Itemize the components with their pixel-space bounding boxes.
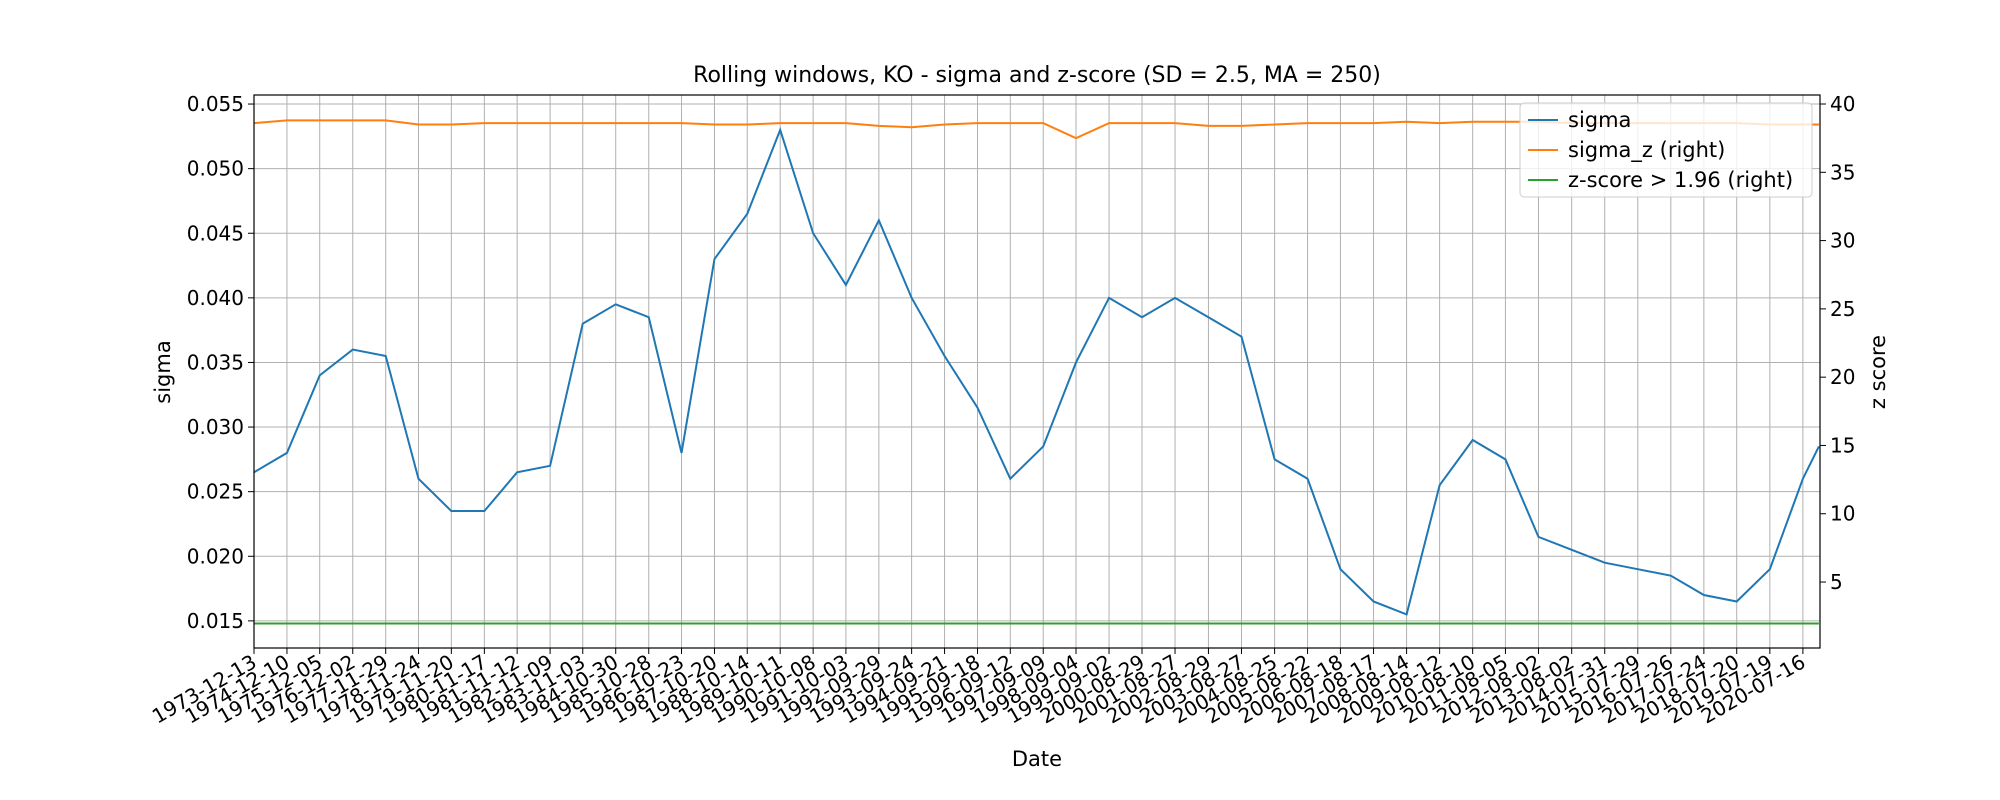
y2-tick-label: 5	[1830, 570, 1843, 594]
y-tick-label: 0.055	[187, 92, 244, 116]
y2-tick-label: 10	[1830, 502, 1855, 526]
y-tick-label: 0.020	[187, 544, 244, 568]
y2-tick-label: 20	[1830, 365, 1855, 389]
y2-axis-label: z score	[1866, 335, 1890, 409]
y2-tick-label: 25	[1830, 297, 1855, 321]
x-axis-label: Date	[1012, 747, 1062, 771]
y-tick-label: 0.015	[187, 609, 244, 633]
series-line	[253, 126, 1820, 616]
y-tick-label: 0.040	[187, 286, 244, 310]
legend-label: sigma_z (right)	[1568, 138, 1725, 163]
legend-label: sigma	[1568, 108, 1631, 132]
y2-tick-label: 15	[1830, 433, 1855, 457]
y-tick-label: 0.025	[187, 480, 244, 504]
y2-tick-label: 30	[1830, 229, 1855, 253]
chart-title: Rolling windows, KO - sigma and z-score …	[693, 63, 1381, 88]
y-axis-label: sigma	[151, 340, 175, 403]
y2-tick-label: 40	[1830, 92, 1855, 116]
y-tick-label: 0.030	[187, 415, 244, 439]
y-tick-label: 0.050	[187, 157, 244, 181]
plot-frame	[253, 94, 1821, 649]
legend-box	[1519, 102, 1813, 198]
y2-tick-label: 35	[1830, 160, 1855, 184]
y-tick-label: 0.035	[187, 350, 244, 374]
y-tick-label: 0.045	[187, 221, 244, 245]
legend-label: z-score > 1.96 (right)	[1568, 168, 1793, 192]
